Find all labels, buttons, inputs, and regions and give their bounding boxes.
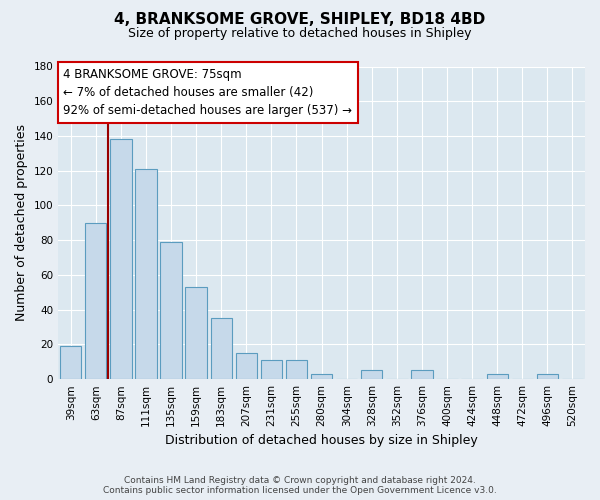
- Bar: [361, 370, 382, 379]
- Text: 4, BRANKSOME GROVE, SHIPLEY, BD18 4BD: 4, BRANKSOME GROVE, SHIPLEY, BD18 4BD: [115, 12, 485, 28]
- Bar: [110, 140, 131, 379]
- Bar: [487, 374, 508, 379]
- Text: Size of property relative to detached houses in Shipley: Size of property relative to detached ho…: [128, 28, 472, 40]
- Bar: [185, 287, 207, 379]
- Bar: [60, 346, 82, 379]
- Y-axis label: Number of detached properties: Number of detached properties: [15, 124, 28, 322]
- Bar: [261, 360, 282, 379]
- Bar: [85, 223, 106, 379]
- Bar: [411, 370, 433, 379]
- Text: 4 BRANKSOME GROVE: 75sqm
← 7% of detached houses are smaller (42)
92% of semi-de: 4 BRANKSOME GROVE: 75sqm ← 7% of detache…: [64, 68, 352, 117]
- X-axis label: Distribution of detached houses by size in Shipley: Distribution of detached houses by size …: [165, 434, 478, 448]
- Bar: [236, 353, 257, 379]
- Bar: [211, 318, 232, 379]
- Bar: [160, 242, 182, 379]
- Bar: [311, 374, 332, 379]
- Bar: [136, 169, 157, 379]
- Bar: [537, 374, 558, 379]
- Text: Contains HM Land Registry data © Crown copyright and database right 2024.
Contai: Contains HM Land Registry data © Crown c…: [103, 476, 497, 495]
- Bar: [286, 360, 307, 379]
